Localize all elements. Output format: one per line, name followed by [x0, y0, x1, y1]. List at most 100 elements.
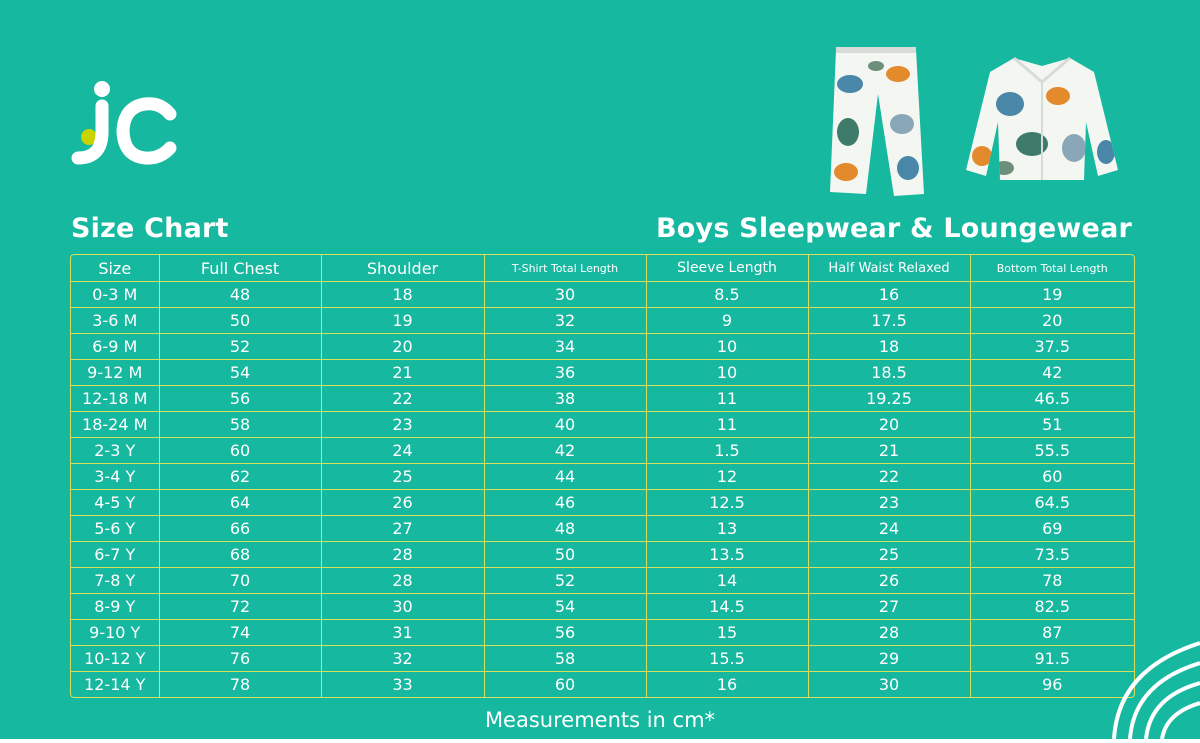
measurement-cell: 30 — [320, 593, 485, 620]
column-header-bottom-total-length: Bottom Total Length — [969, 255, 1134, 282]
measurement-cell: 1.5 — [645, 437, 809, 464]
measurement-cell: 15 — [645, 619, 809, 646]
measurement-cell: 42 — [483, 437, 647, 464]
measurement-cell: 23 — [807, 489, 971, 516]
measurement-cell: 27 — [320, 515, 485, 542]
measurement-cell: 17.5 — [807, 307, 971, 334]
jc-logo — [71, 81, 177, 165]
measurement-cell: 60 — [483, 671, 647, 697]
table-row: 8-9 Y 72 30 54 14.5 27 82.5 — [71, 593, 1134, 620]
table-row: 6-9 M 52 20 34 10 18 37.5 — [71, 333, 1134, 360]
measurement-cell: 29 — [807, 645, 971, 672]
measurement-cell: 19 — [320, 307, 485, 334]
column-header-size: Size — [71, 255, 160, 282]
measurement-cell: 82.5 — [969, 593, 1134, 620]
size-cell: 6-9 M — [71, 333, 160, 360]
table-row: 4-5 Y 64 26 46 12.5 23 64.5 — [71, 489, 1134, 516]
measurement-cell: 15.5 — [645, 645, 809, 672]
measurement-cell: 42 — [969, 359, 1134, 386]
measurement-cell: 51 — [969, 411, 1134, 438]
measurement-cell: 30 — [483, 281, 647, 308]
measurement-cell: 34 — [483, 333, 647, 360]
measurement-cell: 11 — [645, 411, 809, 438]
measurement-cell: 52 — [158, 333, 322, 360]
size-cell: 7-8 Y — [71, 567, 160, 594]
measurement-cell: 28 — [807, 619, 971, 646]
size-table-container: Size Full Chest Shoulder T-Shirt Total L… — [70, 254, 1135, 698]
measurement-cell: 64.5 — [969, 489, 1134, 516]
measurement-cell: 19 — [969, 281, 1134, 308]
measurement-cell: 18 — [807, 333, 971, 360]
measurement-cell: 56 — [158, 385, 322, 412]
table-row: 9-10 Y 74 31 56 15 28 87 — [71, 619, 1134, 646]
table-row: 18-24 M 58 23 40 11 20 51 — [71, 411, 1134, 438]
size-cell: 2-3 Y — [71, 437, 160, 464]
column-header-full-chest: Full Chest — [158, 255, 322, 282]
measurement-cell: 50 — [483, 541, 647, 568]
measurement-cell: 11 — [645, 385, 809, 412]
measurement-cell: 52 — [483, 567, 647, 594]
measurement-cell: 24 — [320, 437, 485, 464]
size-cell: 5-6 Y — [71, 515, 160, 542]
measurement-cell: 60 — [969, 463, 1134, 490]
measurement-cell: 54 — [158, 359, 322, 386]
product-category-title: Boys Sleepwear & Loungewear — [655, 213, 1132, 244]
table-row: 6-7 Y 68 28 50 13.5 25 73.5 — [71, 541, 1134, 568]
measurement-cell: 50 — [158, 307, 322, 334]
measurement-cell: 25 — [807, 541, 971, 568]
measurement-cell: 22 — [320, 385, 485, 412]
measurement-cell: 10 — [645, 333, 809, 360]
measurement-cell: 19.25 — [807, 385, 971, 412]
measurement-cell: 46 — [483, 489, 647, 516]
measurement-cell: 69 — [969, 515, 1134, 542]
measurement-cell: 18.5 — [807, 359, 971, 386]
measurement-cell: 28 — [320, 567, 485, 594]
table-row: 0-3 M 48 18 30 8.5 16 19 — [71, 281, 1134, 308]
measurement-cell: 22 — [807, 463, 971, 490]
measurement-cell: 70 — [158, 567, 322, 594]
measurement-cell: 44 — [483, 463, 647, 490]
size-table: Size Full Chest Shoulder T-Shirt Total L… — [71, 255, 1134, 697]
measurement-cell: 8.5 — [645, 281, 809, 308]
table-body: 0-3 M 48 18 30 8.5 16 19 3-6 M 50 19 32 9 17.5 20 6-9 … — [71, 281, 1134, 697]
measurement-cell: 40 — [483, 411, 647, 438]
size-cell: 3-4 Y — [71, 463, 160, 490]
size-cell: 18-24 M — [71, 411, 160, 438]
measurement-cell: 68 — [158, 541, 322, 568]
table-row: 10-12 Y 76 32 58 15.5 29 91.5 — [71, 645, 1134, 672]
size-chart-title: Size Chart — [71, 213, 229, 244]
measurement-cell: 14 — [645, 567, 809, 594]
measurement-cell: 56 — [483, 619, 647, 646]
measurement-cell: 21 — [320, 359, 485, 386]
column-header-sleeve-length: Sleeve Length — [645, 255, 809, 282]
pajama-pants-image — [830, 47, 924, 196]
column-header-tshirt-total-length: T-Shirt Total Length — [483, 255, 647, 282]
measurement-unit-note: Measurements in cm* — [484, 708, 716, 732]
measurement-cell: 20 — [969, 307, 1134, 334]
measurement-cell: 46.5 — [969, 385, 1134, 412]
measurement-cell: 66 — [158, 515, 322, 542]
table-row: 3-4 Y 62 25 44 12 22 60 — [71, 463, 1134, 490]
measurement-cell: 76 — [158, 645, 322, 672]
measurement-cell: 78 — [158, 671, 322, 697]
table-row: 2-3 Y 60 24 42 1.5 21 55.5 — [71, 437, 1134, 464]
table-row: 5-6 Y 66 27 48 13 24 69 — [71, 515, 1134, 542]
size-cell: 10-12 Y — [71, 645, 160, 672]
measurement-cell: 10 — [645, 359, 809, 386]
column-header-shoulder: Shoulder — [320, 255, 485, 282]
measurement-cell: 20 — [807, 411, 971, 438]
measurement-cell: 78 — [969, 567, 1134, 594]
size-cell: 12-14 Y — [71, 671, 160, 697]
measurement-cell: 16 — [645, 671, 809, 697]
measurement-cell: 13.5 — [645, 541, 809, 568]
size-cell: 0-3 M — [71, 281, 160, 308]
measurement-cell: 58 — [158, 411, 322, 438]
measurement-cell: 72 — [158, 593, 322, 620]
size-cell: 3-6 M — [71, 307, 160, 334]
rainbow-arcs-icon — [1112, 641, 1200, 739]
measurement-cell: 25 — [320, 463, 485, 490]
measurement-cell: 14.5 — [645, 593, 809, 620]
table-row: 3-6 M 50 19 32 9 17.5 20 — [71, 307, 1134, 334]
size-cell: 9-12 M — [71, 359, 160, 386]
